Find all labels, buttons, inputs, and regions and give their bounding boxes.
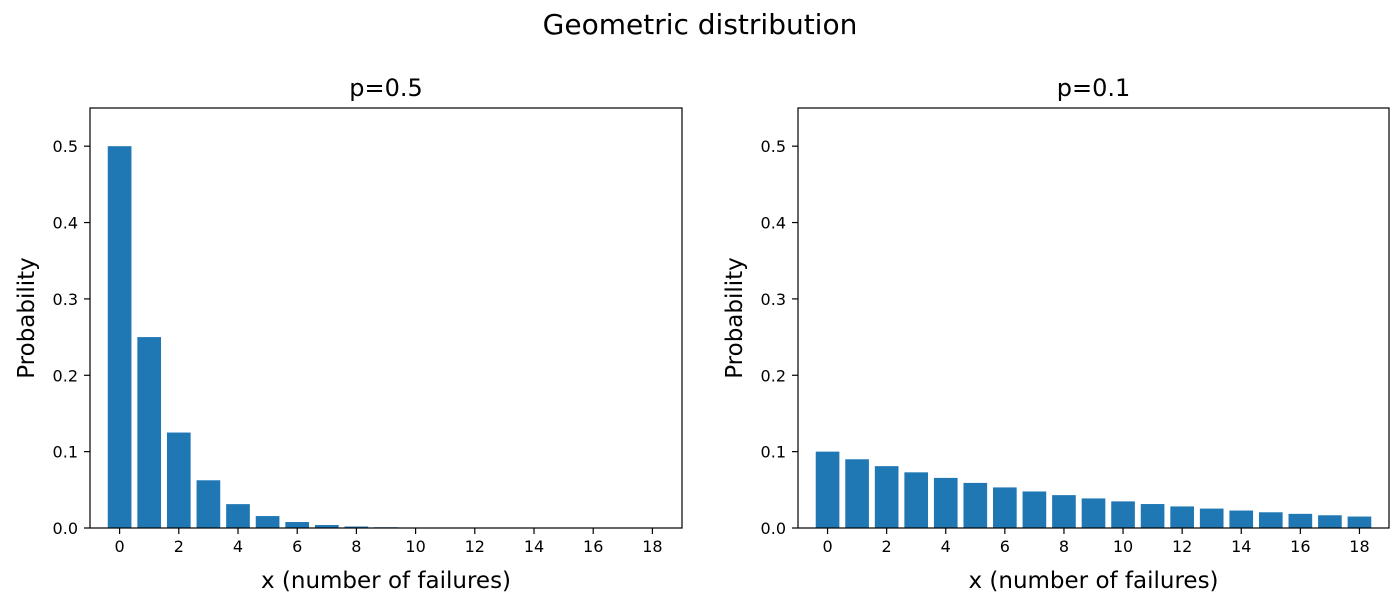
- chart-0-bar-7: [314, 525, 339, 528]
- chart-0-ytick-label-1: 0.1: [53, 443, 78, 462]
- chart-0-xtick-label-12: 12: [465, 537, 485, 556]
- chart-0-xtick-label-18: 18: [642, 537, 662, 556]
- figure-title: Geometric distribution: [542, 8, 858, 41]
- chart-0-bar-3: [196, 480, 221, 528]
- chart-0-ytick-label-4: 0.4: [53, 214, 78, 233]
- chart-0-bar-4: [226, 504, 250, 528]
- chart-0-xtick-label-0: 0: [115, 537, 125, 556]
- chart-0-ylabel: Probability: [14, 257, 40, 379]
- chart-0-xtick-label-4: 4: [233, 537, 243, 556]
- chart-0-ytick-label-3: 0.3: [53, 290, 78, 309]
- chart-0-xlabel: x (number of failures): [261, 568, 511, 594]
- chart-0-axes-frame: [89, 107, 683, 529]
- chart-0-bar-5: [255, 516, 280, 528]
- chart-0-xtick-label-14: 14: [524, 537, 544, 556]
- chart-0-bar-1: [137, 337, 162, 528]
- chart-0-xtick-label-2: 2: [174, 537, 184, 556]
- chart-0-xtick-label-16: 16: [583, 537, 603, 556]
- chart-0-xtick-label-6: 6: [292, 537, 302, 556]
- chart-0-bar-6: [285, 522, 310, 528]
- chart-0-title: p=0.5: [349, 74, 423, 102]
- chart-0-xtick-label-8: 8: [351, 537, 361, 556]
- chart-0-ytick-label-2: 0.2: [53, 366, 78, 385]
- chart-0-bar-8: [344, 526, 369, 528]
- chart-0-ytick-label-0: 0.0: [53, 519, 78, 538]
- chart-0-ytick-label-5: 0.5: [53, 137, 78, 156]
- chart-0-xtick-label-10: 10: [405, 537, 425, 556]
- chart-0-bar-0: [107, 146, 132, 528]
- chart-0-bar-2: [166, 432, 191, 528]
